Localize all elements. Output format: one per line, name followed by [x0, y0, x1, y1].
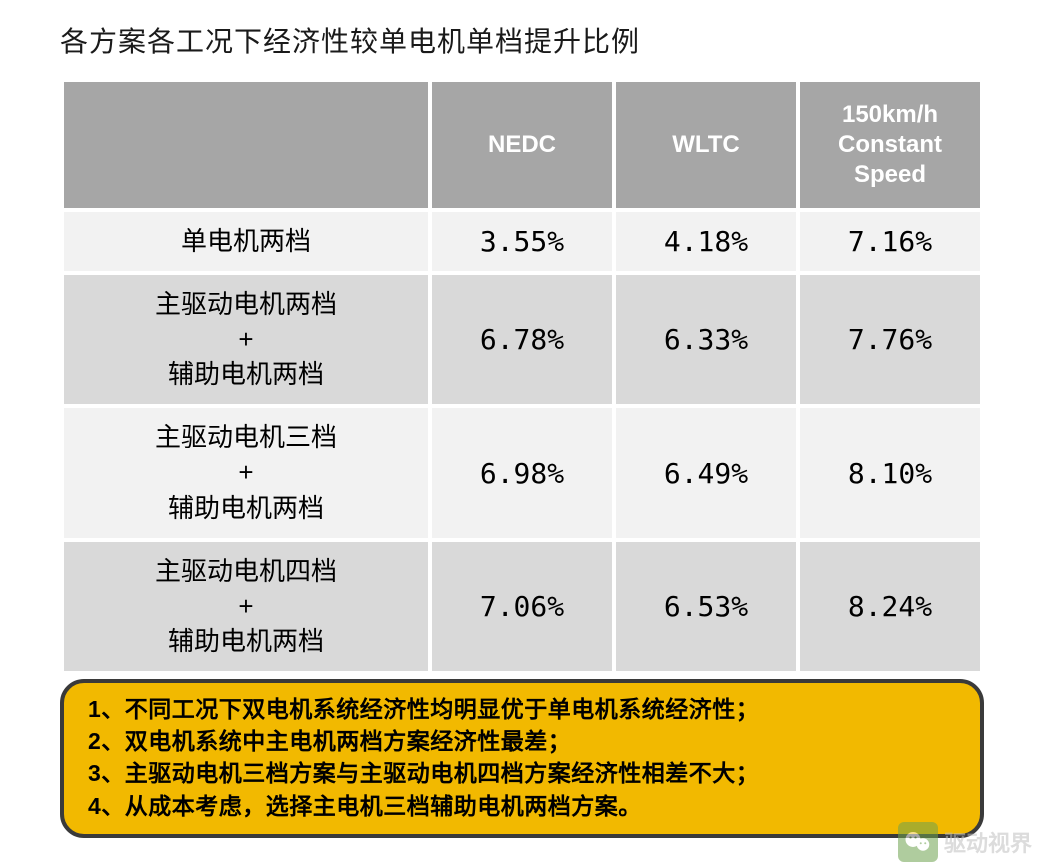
- cell-value: 8.24%: [798, 540, 982, 673]
- cell-value: 6.33%: [614, 273, 798, 406]
- header-constant-speed: 150km/h Constant Speed: [798, 80, 982, 210]
- cell-value: 7.76%: [798, 273, 982, 406]
- cell-value: 7.06%: [430, 540, 614, 673]
- row-label: 主驱动电机两档 + 辅助电机两档: [62, 273, 430, 406]
- table-row: 主驱动电机两档 + 辅助电机两档 6.78% 6.33% 7.76%: [62, 273, 982, 406]
- table-row: 主驱动电机三档 + 辅助电机两档 6.98% 6.49% 8.10%: [62, 406, 982, 539]
- header-nedc: NEDC: [430, 80, 614, 210]
- table-row: 单电机两档 3.55% 4.18% 7.16%: [62, 210, 982, 273]
- row-label: 单电机两档: [62, 210, 430, 273]
- table-header-row: NEDC WLTC 150km/h Constant Speed: [62, 80, 982, 210]
- note-line: 1、不同工况下双电机系统经济性均明显优于单电机系统经济性；: [88, 693, 956, 725]
- cell-value: 6.53%: [614, 540, 798, 673]
- cell-value: 6.49%: [614, 406, 798, 539]
- row-label: 主驱动电机三档 + 辅助电机两档: [62, 406, 430, 539]
- cell-value: 7.16%: [798, 210, 982, 273]
- cell-value: 3.55%: [430, 210, 614, 273]
- comparison-table: NEDC WLTC 150km/h Constant Speed 单电机两档 3…: [60, 78, 984, 675]
- note-line: 4、从成本考虑，选择主电机三档辅助电机两档方案。: [88, 790, 956, 822]
- page-title: 各方案各工况下经济性较单电机单档提升比例: [60, 20, 984, 60]
- cell-value: 4.18%: [614, 210, 798, 273]
- cell-value: 6.98%: [430, 406, 614, 539]
- cell-value: 6.78%: [430, 273, 614, 406]
- row-label: 主驱动电机四档 + 辅助电机两档: [62, 540, 430, 673]
- header-wltc: WLTC: [614, 80, 798, 210]
- header-empty: [62, 80, 430, 210]
- watermark-text: 驱动视界: [944, 826, 1032, 858]
- conclusion-box: 1、不同工况下双电机系统经济性均明显优于单电机系统经济性； 2、双电机系统中主电…: [60, 679, 984, 838]
- note-line: 3、主驱动电机三档方案与主驱动电机四档方案经济性相差不大；: [88, 757, 956, 789]
- cell-value: 8.10%: [798, 406, 982, 539]
- watermark: 驱动视界: [898, 822, 1044, 866]
- wechat-icon: [898, 822, 938, 862]
- table-row: 主驱动电机四档 + 辅助电机两档 7.06% 6.53% 8.24%: [62, 540, 982, 673]
- note-line: 2、双电机系统中主电机两档方案经济性最差；: [88, 725, 956, 757]
